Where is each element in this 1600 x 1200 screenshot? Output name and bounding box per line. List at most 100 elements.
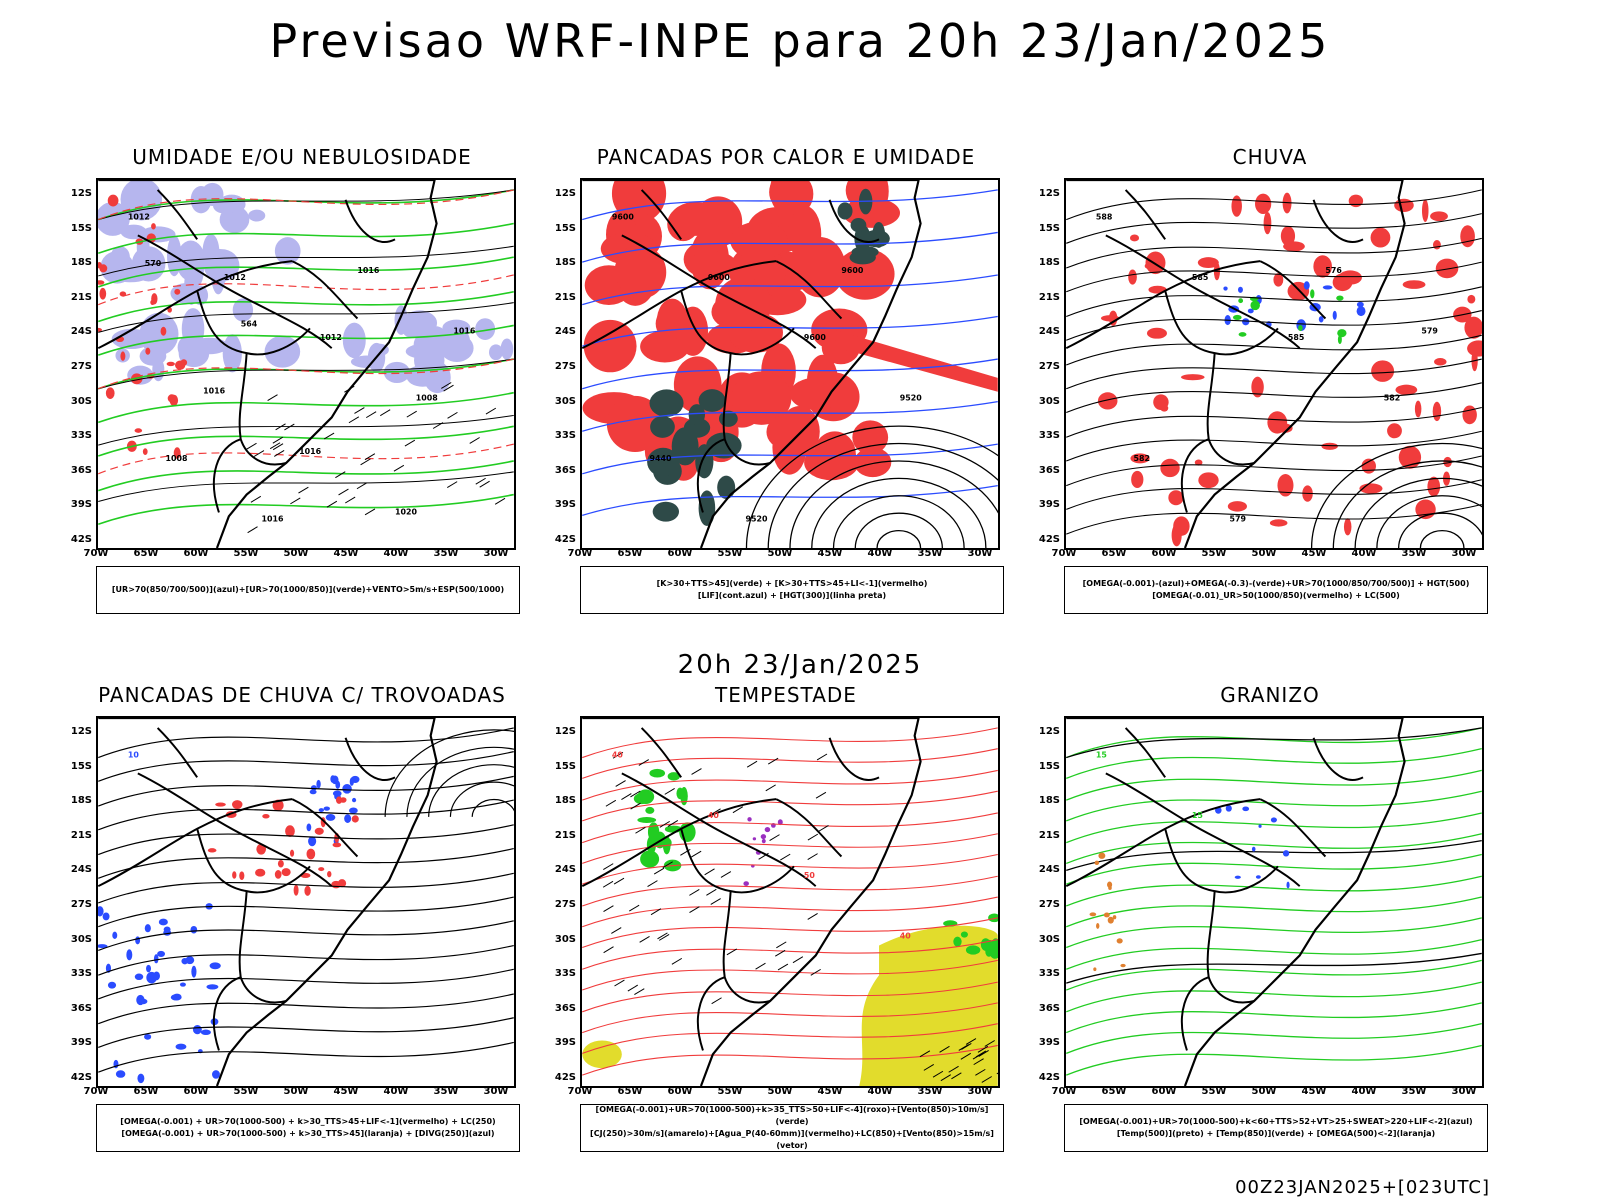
country-border: [722, 891, 771, 1004]
country-border: [344, 737, 396, 781]
divergence-area-blue: [192, 1024, 202, 1035]
longitude-label: 60W: [1151, 548, 1177, 559]
longitude-label: 55W: [1201, 1086, 1227, 1097]
geopotential-contour: [745, 425, 998, 548]
latitude-label: 33S: [554, 968, 576, 980]
wind-vector: [657, 932, 668, 940]
longitude-label: 50W: [767, 548, 793, 559]
streamline: [98, 824, 514, 856]
moisture-area-red: [173, 447, 181, 459]
convection-area-red: [731, 371, 792, 425]
geopotential-contour: [789, 460, 998, 548]
wind-vector: [360, 458, 371, 466]
convection-area-red: [693, 196, 743, 248]
divergence-area-blue: [212, 1070, 220, 1079]
latitude-label: 42S: [1038, 1072, 1060, 1083]
divergence-area-blue: [138, 998, 148, 1005]
contour-label: 576: [1325, 266, 1342, 275]
wind-vector: [706, 888, 717, 896]
thunderstorm-area-red: [318, 867, 325, 872]
latitude-label: 21S: [1038, 291, 1060, 303]
divergence-area-blue: [352, 797, 357, 803]
wind-area-green: [988, 913, 998, 923]
humidity-area-blue: [489, 344, 503, 361]
rain-area-green: [1232, 314, 1242, 320]
latitude-label: 39S: [554, 499, 576, 511]
thickness-contour: [98, 274, 514, 306]
latitude-label: 27S: [1038, 899, 1060, 910]
country-border: [238, 891, 287, 1004]
latitude-label: 27S: [70, 361, 92, 372]
latitude-label: 18S: [554, 795, 576, 807]
map-canvas-chuva: 588 585 585 582 582 579 576 579: [1066, 180, 1482, 548]
latitude-label: 18S: [70, 257, 92, 269]
wind-vector: [354, 407, 365, 414]
thunderstorm-area-red: [285, 825, 295, 837]
lifted-index-contour: [582, 189, 998, 221]
wind-vector: [810, 968, 821, 976]
humidity-area-blue: [152, 357, 165, 382]
wind-vector: [246, 442, 257, 450]
rain-area-red: [1402, 280, 1426, 289]
legend-tempestade: [OMEGA(-0.001)+UR>70(1000-500)+k>35_TTS>…: [580, 1104, 1004, 1152]
contour-label: 40: [900, 932, 912, 941]
rain-area-green: [1337, 335, 1342, 345]
longitude-label: 70W: [83, 1086, 109, 1097]
wind-vector: [298, 486, 309, 494]
wind-vector: [406, 410, 417, 418]
thunderstorm-area-red: [262, 813, 270, 819]
rain-area-red: [1269, 519, 1288, 527]
rain-area-red: [1181, 374, 1205, 381]
omega-area-orange: [1096, 922, 1100, 929]
latitude-label: 33S: [70, 430, 92, 442]
country-border: [1124, 727, 1166, 778]
lifted-index-contour: [582, 400, 998, 432]
precipitable-water-contour: [582, 939, 998, 970]
divergence-area-blue: [309, 789, 317, 795]
country-border: [582, 260, 777, 350]
panel-title-granizo: GRANIZO: [1220, 683, 1320, 707]
wind-vector: [272, 443, 284, 451]
convection-area-red: [852, 420, 889, 455]
temperature-850-contour: [1066, 875, 1482, 907]
coastline: [582, 180, 922, 548]
temperature-500-contour: [1066, 727, 1482, 759]
divergence-area-blue: [185, 956, 195, 965]
contour-label: 40: [708, 811, 720, 820]
wind-vector: [939, 1045, 950, 1053]
thunderstorm-area-red: [331, 880, 341, 889]
rain-area-red: [1348, 194, 1364, 208]
omega-area-orange: [1098, 852, 1106, 859]
humidity-contour-green: [98, 460, 514, 492]
wind-vector: [659, 820, 670, 828]
latitude-label: 39S: [1038, 1037, 1060, 1049]
moisture-area-red: [98, 280, 105, 285]
latitude-label: 12S: [1038, 188, 1060, 199]
latitude-label: 24S: [70, 864, 92, 876]
longitude-label: 60W: [667, 1086, 693, 1097]
latitude-label: 36S: [1038, 464, 1060, 476]
divergence-area-blue: [112, 931, 118, 939]
legend-line: [CJ(250)>30m/s](amarelo)+[Agua_P(40-60mm…: [590, 1129, 994, 1150]
divergence-area-blue: [349, 807, 358, 814]
divergence-area-blue: [153, 954, 159, 964]
geopotential-contour: [1398, 512, 1482, 548]
latitude-label: 12S: [1038, 726, 1060, 737]
omega-area-orange: [1108, 885, 1112, 891]
contour-label: 9600: [612, 213, 635, 222]
country-border: [1105, 772, 1301, 887]
wind-vector: [981, 1076, 992, 1083]
rain-area-red: [1231, 195, 1242, 217]
streamline: [1066, 213, 1482, 244]
rain-area-blue: [1247, 308, 1254, 314]
thunderstorm-area-red: [306, 848, 316, 860]
contour-label: 1016: [357, 266, 380, 275]
divergence-area-blue: [318, 808, 325, 813]
jet-stream-area-yellow: [582, 1040, 622, 1069]
precipitable-water-contour: [582, 833, 998, 864]
streamline: [98, 727, 514, 759]
wind-vector: [479, 480, 490, 488]
convection-area-green: [652, 501, 680, 522]
latitude-label: 18S: [554, 257, 576, 269]
longitude-label: 50W: [283, 1086, 309, 1097]
